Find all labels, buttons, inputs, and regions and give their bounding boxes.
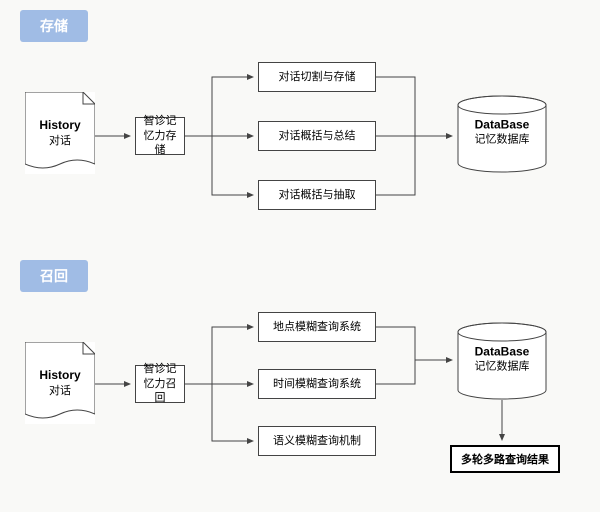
memory-recall-box: 智诊记忆力召回 — [135, 365, 185, 403]
database-1: DataBase 记忆数据库 — [457, 95, 547, 173]
history-sub-1: 对话 — [49, 134, 71, 149]
proc-2-1: 时间模糊查询系统 — [258, 369, 376, 399]
section-storage-label: 存储 — [20, 10, 88, 42]
database-2: DataBase 记忆数据库 — [457, 322, 547, 400]
history-title-2: History — [39, 367, 80, 383]
cylinder-icon — [457, 322, 547, 400]
proc-2-2: 语义模糊查询机制 — [258, 426, 376, 456]
section-recall-label: 召回 — [20, 260, 88, 292]
proc-2-0: 地点模糊查询系统 — [258, 312, 376, 342]
proc-1-0: 对话切割与存储 — [258, 62, 376, 92]
memory-store-box: 智诊记忆力存储 — [135, 117, 185, 155]
result-box: 多轮多路查询结果 — [450, 445, 560, 473]
proc-1-2: 对话概括与抽取 — [258, 180, 376, 210]
history-title-1: History — [39, 117, 80, 133]
proc-1-1: 对话概括与总结 — [258, 121, 376, 151]
history-doc-1: History 对话 — [25, 92, 95, 174]
cylinder-icon — [457, 95, 547, 173]
history-sub-2: 对话 — [49, 384, 71, 399]
history-doc-2: History 对话 — [25, 342, 95, 424]
